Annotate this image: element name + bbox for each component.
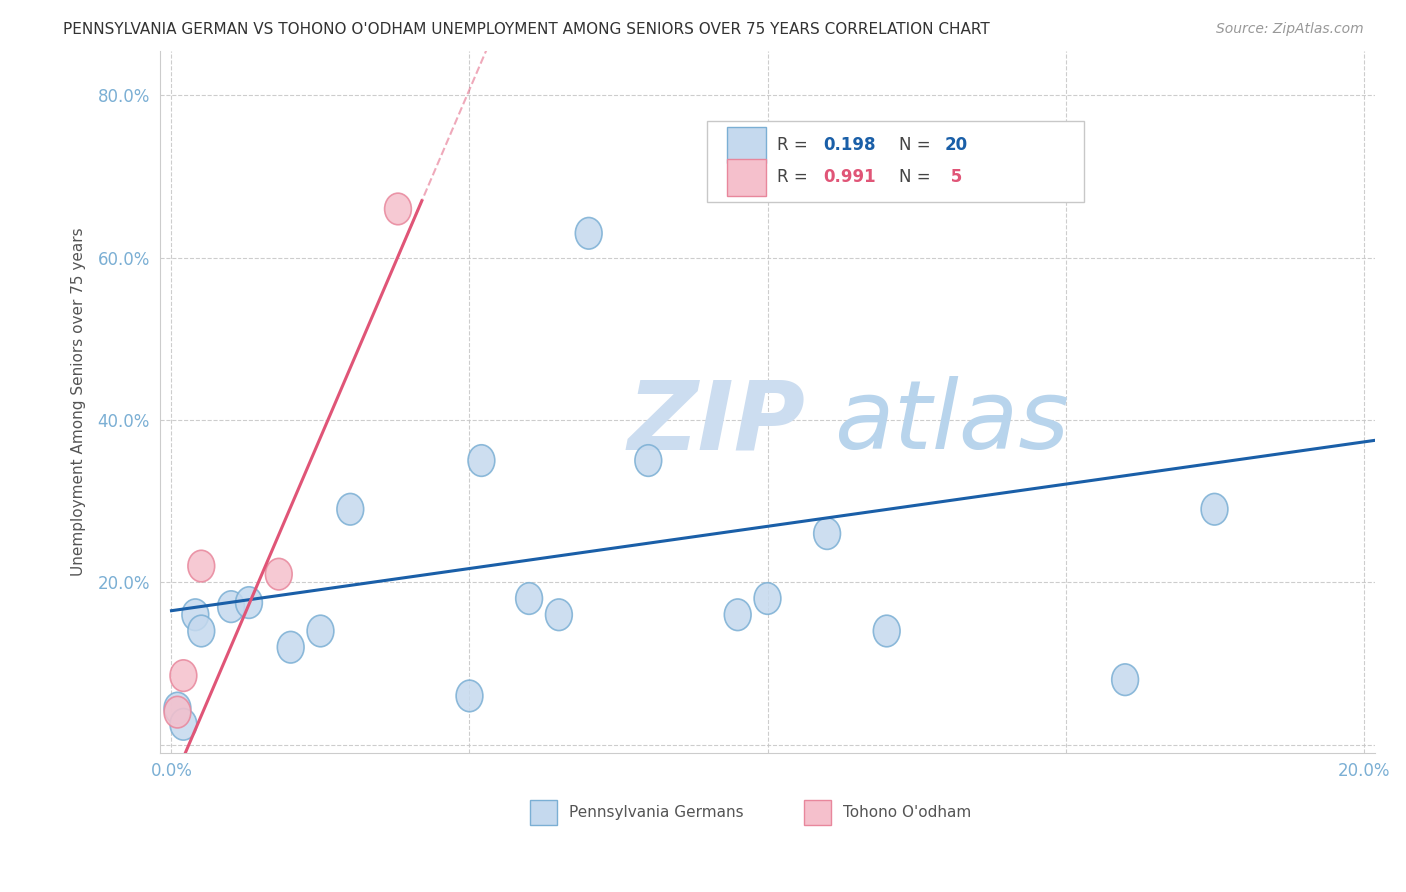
Text: Source: ZipAtlas.com: Source: ZipAtlas.com <box>1216 22 1364 37</box>
Text: 0.991: 0.991 <box>824 169 876 186</box>
Ellipse shape <box>170 708 197 740</box>
Text: 5: 5 <box>945 169 962 186</box>
Text: Tohono O'odham: Tohono O'odham <box>842 805 972 820</box>
Ellipse shape <box>873 615 900 647</box>
FancyBboxPatch shape <box>804 800 831 825</box>
Ellipse shape <box>277 632 304 663</box>
Ellipse shape <box>724 599 751 631</box>
Text: N =: N = <box>898 136 931 154</box>
Text: 20: 20 <box>945 136 969 154</box>
Y-axis label: Unemployment Among Seniors over 75 years: Unemployment Among Seniors over 75 years <box>72 227 86 576</box>
Ellipse shape <box>385 194 412 225</box>
Text: R =: R = <box>778 169 813 186</box>
Ellipse shape <box>546 599 572 631</box>
Ellipse shape <box>165 692 191 724</box>
Ellipse shape <box>575 218 602 249</box>
Ellipse shape <box>236 587 263 618</box>
Ellipse shape <box>188 550 215 582</box>
FancyBboxPatch shape <box>530 800 557 825</box>
Ellipse shape <box>1112 664 1139 696</box>
Text: ZIP: ZIP <box>627 376 806 469</box>
Ellipse shape <box>337 493 364 525</box>
Ellipse shape <box>814 517 841 549</box>
Text: Pennsylvania Germans: Pennsylvania Germans <box>569 805 744 820</box>
Ellipse shape <box>468 445 495 476</box>
Ellipse shape <box>170 660 197 691</box>
FancyBboxPatch shape <box>707 121 1084 202</box>
Ellipse shape <box>516 582 543 615</box>
Text: atlas: atlas <box>834 376 1070 469</box>
FancyBboxPatch shape <box>727 127 766 163</box>
Ellipse shape <box>307 615 333 647</box>
Text: PENNSYLVANIA GERMAN VS TOHONO O'ODHAM UNEMPLOYMENT AMONG SENIORS OVER 75 YEARS C: PENNSYLVANIA GERMAN VS TOHONO O'ODHAM UN… <box>63 22 990 37</box>
FancyBboxPatch shape <box>727 159 766 195</box>
Ellipse shape <box>1201 493 1227 525</box>
Text: 0.198: 0.198 <box>824 136 876 154</box>
Ellipse shape <box>266 558 292 590</box>
Ellipse shape <box>636 445 662 476</box>
Text: N =: N = <box>898 169 931 186</box>
Ellipse shape <box>165 697 191 728</box>
Ellipse shape <box>181 599 208 631</box>
Ellipse shape <box>218 591 245 623</box>
Text: R =: R = <box>778 136 813 154</box>
Ellipse shape <box>754 582 780 615</box>
Ellipse shape <box>188 615 215 647</box>
Ellipse shape <box>456 680 482 712</box>
